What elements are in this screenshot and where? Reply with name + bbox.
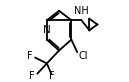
Text: F: F: [29, 71, 35, 81]
Text: NH: NH: [74, 6, 89, 16]
Text: F: F: [27, 51, 32, 61]
Text: N: N: [43, 25, 51, 35]
Text: Cl: Cl: [78, 51, 88, 61]
Text: F: F: [49, 71, 55, 81]
